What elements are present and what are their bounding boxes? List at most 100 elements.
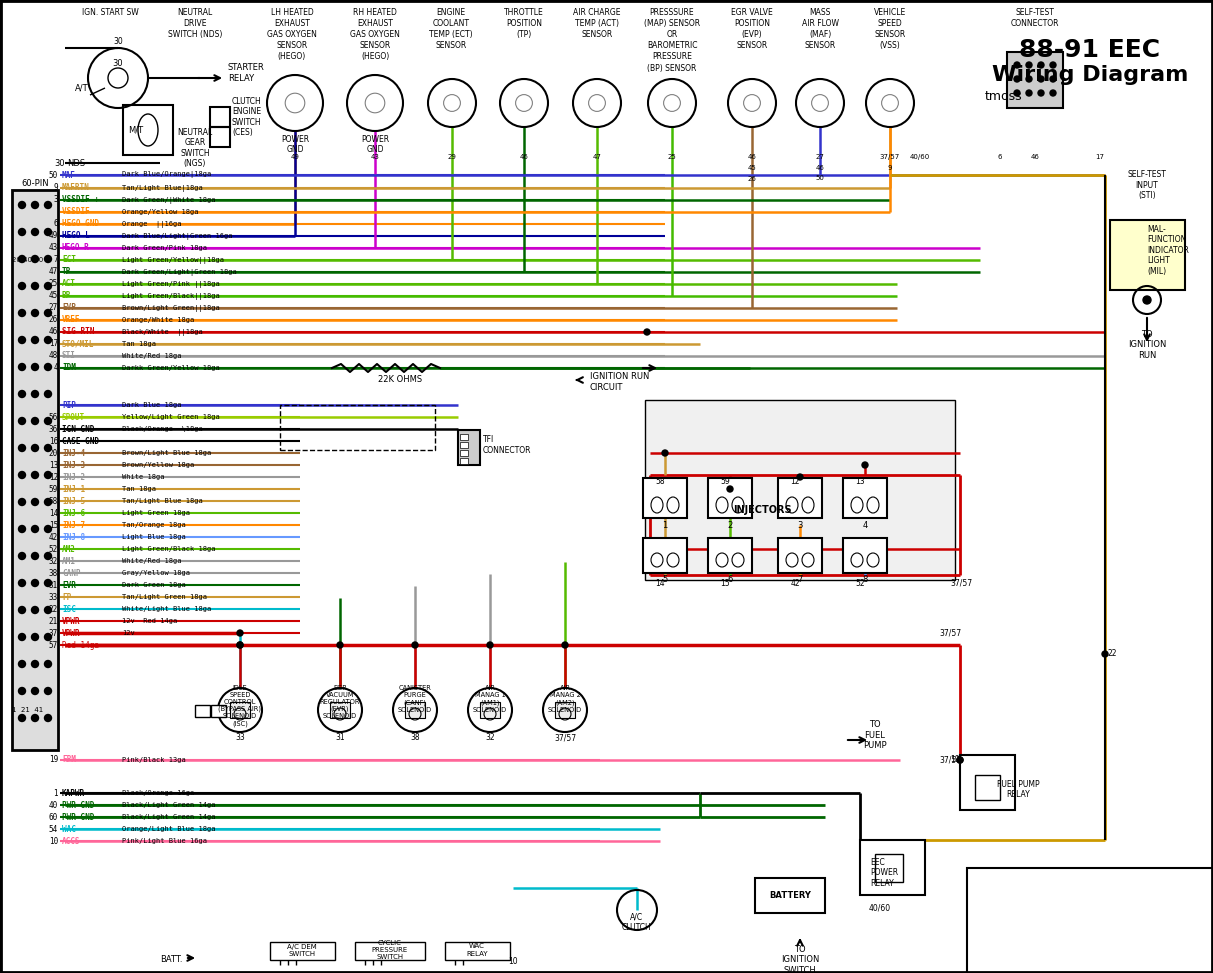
Text: 8: 8 <box>862 575 867 585</box>
Text: 14: 14 <box>49 509 58 518</box>
Text: 47: 47 <box>49 268 58 276</box>
Circle shape <box>32 256 39 263</box>
Circle shape <box>45 445 51 451</box>
Text: CANP: CANP <box>62 568 80 578</box>
Text: 13: 13 <box>49 460 58 470</box>
Text: EVP: EVP <box>62 304 76 312</box>
Circle shape <box>18 472 25 479</box>
Text: IGN. START SW: IGN. START SW <box>81 8 138 17</box>
Circle shape <box>862 462 869 468</box>
Text: Tan/Orange 18ga: Tan/Orange 18ga <box>123 522 186 528</box>
Text: 6: 6 <box>53 220 58 229</box>
Circle shape <box>45 201 51 208</box>
Text: Dark Blue/Light|Green 16ga: Dark Blue/Light|Green 16ga <box>123 233 233 239</box>
Circle shape <box>18 337 25 343</box>
Bar <box>875 854 902 882</box>
Circle shape <box>45 309 51 316</box>
Circle shape <box>1038 62 1044 68</box>
Text: STARTER
RELAY: STARTER RELAY <box>228 63 264 83</box>
Circle shape <box>1014 90 1020 96</box>
Text: POWER
GND: POWER GND <box>361 135 389 155</box>
Text: Light Green 18ga: Light Green 18ga <box>123 510 190 516</box>
Text: AM2: AM2 <box>62 545 76 554</box>
Bar <box>1007 52 1063 108</box>
Text: 30: 30 <box>55 159 66 167</box>
Text: 54: 54 <box>49 824 58 834</box>
Text: 30: 30 <box>113 59 124 68</box>
Text: 46: 46 <box>815 165 825 171</box>
Bar <box>843 478 887 518</box>
Text: 27: 27 <box>815 154 825 160</box>
Text: 57: 57 <box>49 640 58 650</box>
Text: VEHICLE
SPEED
SENSOR
(VSS): VEHICLE SPEED SENSOR (VSS) <box>873 8 906 51</box>
Text: 48: 48 <box>49 351 58 361</box>
Text: Black/White  ||18ga: Black/White ||18ga <box>123 329 203 336</box>
Circle shape <box>18 282 25 290</box>
Text: 56: 56 <box>49 413 58 421</box>
Text: HEGO-R: HEGO-R <box>62 243 90 253</box>
Circle shape <box>18 714 25 722</box>
Bar <box>1110 220 1185 290</box>
Text: PWR GND: PWR GND <box>62 812 95 821</box>
Bar <box>195 705 210 717</box>
Circle shape <box>32 553 39 559</box>
Text: Tan 18ga: Tan 18ga <box>123 486 156 492</box>
Text: A/T: A/T <box>75 84 89 92</box>
Text: PRESSSURE
(MAP) SENSOR
OR
BAROMETRIC
PRESSURE
(BP) SENSOR: PRESSSURE (MAP) SENSOR OR BAROMETRIC PRE… <box>644 8 700 73</box>
Text: CYCLIC
PRESSURE
SWITCH: CYCLIC PRESSURE SWITCH <box>372 940 408 960</box>
Text: tmoss: tmoss <box>985 90 1023 103</box>
Text: TO
IGNITION
SWITCH: TO IGNITION SWITCH <box>781 945 819 973</box>
Text: EGR VALVE
POSITION
(EVP)
SENSOR: EGR VALVE POSITION (EVP) SENSOR <box>731 8 773 51</box>
Circle shape <box>237 642 243 648</box>
Text: INJ-5: INJ-5 <box>62 496 85 506</box>
Circle shape <box>18 256 25 263</box>
Circle shape <box>45 472 51 479</box>
Text: 12v: 12v <box>123 630 135 636</box>
Bar <box>280 405 435 450</box>
Text: M/T: M/T <box>129 126 143 134</box>
Text: Gray/Yellow 18ga: Gray/Yellow 18ga <box>123 570 190 576</box>
Text: 38: 38 <box>49 568 58 578</box>
Bar <box>460 458 468 464</box>
Circle shape <box>957 757 963 763</box>
Text: 33: 33 <box>235 734 245 742</box>
Text: Darkk Green/Yellow 18ga: Darkk Green/Yellow 18ga <box>123 365 220 371</box>
Circle shape <box>45 364 51 371</box>
Bar <box>330 702 351 718</box>
Circle shape <box>45 498 51 506</box>
Text: Tan/Light Blue 18ga: Tan/Light Blue 18ga <box>123 498 203 504</box>
Text: IDM: IDM <box>62 364 76 373</box>
Circle shape <box>337 642 343 648</box>
Circle shape <box>45 525 51 532</box>
Bar <box>460 450 468 456</box>
Text: Black/Orange 16ga: Black/Orange 16ga <box>123 790 194 796</box>
Text: 25: 25 <box>667 154 677 160</box>
Text: A/C
CLUTCH: A/C CLUTCH <box>622 913 651 932</box>
Text: 22K OHMS: 22K OHMS <box>378 376 422 384</box>
Text: 26: 26 <box>747 176 757 182</box>
Text: Black/Light Green 14ga: Black/Light Green 14ga <box>123 802 216 808</box>
Bar <box>556 702 575 718</box>
Text: 30: 30 <box>113 37 123 46</box>
Text: 45: 45 <box>747 165 757 171</box>
Circle shape <box>32 309 39 316</box>
Circle shape <box>1050 62 1057 68</box>
Bar <box>643 478 687 518</box>
Circle shape <box>1014 76 1020 82</box>
Text: 15: 15 <box>721 579 730 588</box>
Circle shape <box>18 229 25 235</box>
Circle shape <box>32 714 39 722</box>
Text: 31: 31 <box>335 734 344 742</box>
Text: EGR
VACUUM
REGULATOR
(EVR)
SOLENOID: EGR VACUUM REGULATOR (EVR) SOLENOID <box>320 685 360 719</box>
Circle shape <box>32 688 39 695</box>
Circle shape <box>45 580 51 587</box>
Circle shape <box>45 390 51 398</box>
Text: 17: 17 <box>1095 154 1105 160</box>
Text: Pink/Black 13ga: Pink/Black 13ga <box>123 757 186 763</box>
Bar <box>460 442 468 448</box>
Circle shape <box>18 364 25 371</box>
Text: 9: 9 <box>53 184 58 193</box>
Text: SELF-TEST
CONNECTOR: SELF-TEST CONNECTOR <box>1010 8 1059 28</box>
Text: WAC
RELAY: WAC RELAY <box>466 944 488 956</box>
Circle shape <box>237 630 243 636</box>
